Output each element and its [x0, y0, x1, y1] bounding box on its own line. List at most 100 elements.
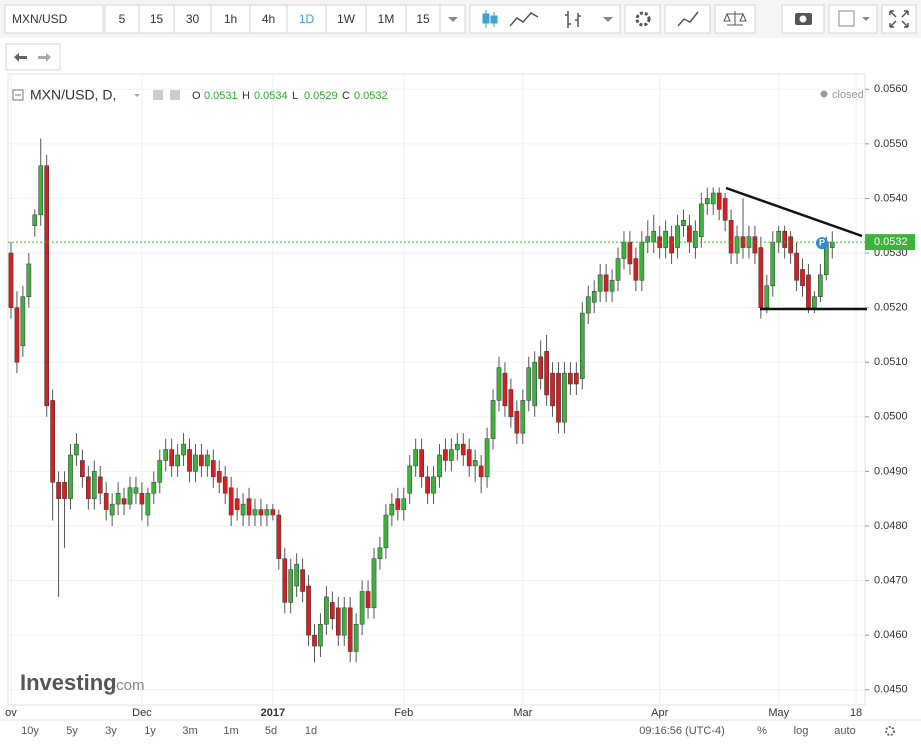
candle-body: [800, 269, 805, 287]
scale-option[interactable]: auto: [834, 725, 855, 737]
candle-body: [466, 449, 472, 467]
candle-body: [675, 225, 680, 248]
candle-body: [163, 449, 169, 461]
ohlc-value: 0.0532: [354, 90, 388, 102]
candle-body: [151, 482, 157, 494]
interval-button[interactable]: [405, 4, 441, 34]
candle-body: [710, 192, 716, 205]
candle-body: [246, 498, 252, 516]
candle-body: [74, 443, 79, 456]
range-button[interactable]: 1m: [223, 725, 238, 737]
candle-body: [574, 372, 579, 385]
interval-button[interactable]: [286, 4, 327, 34]
range-button[interactable]: 1y: [144, 725, 156, 737]
fullscreen-button[interactable]: [881, 4, 917, 34]
indicators-button[interactable]: [664, 4, 711, 34]
candle-body: [157, 460, 163, 483]
grid: [8, 74, 865, 705]
candle-body: [240, 503, 246, 516]
dropdown-arrow: [448, 17, 458, 22]
candle-body: [639, 241, 645, 281]
settings-icon[interactable]: [885, 726, 895, 736]
candle-body: [377, 547, 383, 559]
scale-option[interactable]: log: [794, 725, 809, 737]
candle-body: [222, 476, 228, 494]
candle-body: [270, 509, 276, 516]
dropdown-arrow: [862, 17, 870, 21]
candle-body: [205, 454, 210, 467]
range-button[interactable]: 5d: [265, 725, 277, 737]
candle-body: [627, 241, 633, 265]
candle-body: [44, 165, 50, 407]
candle-body: [419, 449, 424, 478]
range-button[interactable]: 1d: [305, 725, 317, 737]
candle-body: [86, 476, 91, 499]
candle-body: [693, 230, 698, 248]
candle-body: [324, 596, 329, 625]
interval-button[interactable]: [210, 4, 251, 34]
legend-icon: [153, 90, 163, 100]
x-axis: ov Dec 2017 Feb Mar Apr May 18: [5, 707, 862, 719]
interval-button[interactable]: [173, 4, 212, 34]
market-status: closed: [832, 89, 864, 101]
candle-body: [181, 443, 186, 456]
marker-badge[interactable]: [816, 237, 828, 250]
candle-body: [210, 460, 216, 478]
trend-line[interactable]: [725, 186, 863, 238]
candle-body: [532, 361, 538, 407]
settings-button[interactable]: [624, 4, 661, 34]
candle-body: [115, 492, 121, 505]
candle-body: [508, 389, 514, 418]
candle-body: [300, 569, 305, 592]
status-dot: [820, 90, 828, 98]
gear-icon: [635, 11, 651, 27]
candle-body: [330, 602, 335, 620]
candle-body: [752, 236, 758, 254]
y-tick-label: 0.0540: [874, 192, 908, 204]
y-tick-label: 0.0560: [874, 83, 908, 95]
candle-body: [431, 476, 436, 494]
candle-body: [407, 465, 413, 494]
range-button[interactable]: 3m: [182, 725, 197, 737]
y-tick-label: 0.0480: [874, 520, 908, 532]
ohlc-key: C: [342, 90, 350, 102]
scale-option[interactable]: %: [757, 725, 767, 737]
candle-body: [80, 460, 85, 478]
watermark-brand: Investing: [20, 670, 117, 695]
candle-body: [538, 356, 543, 379]
interval-button[interactable]: [325, 4, 367, 34]
chart-type-group[interactable]: [469, 4, 621, 34]
interval-label: 5: [119, 12, 126, 26]
candle-body: [413, 449, 419, 467]
interval-button[interactable]: [249, 4, 288, 34]
y-tick-label: 0.0460: [874, 629, 908, 641]
legend-menu[interactable]: [134, 94, 140, 97]
clock: 09:16:56 (UTC-4): [639, 725, 725, 737]
candle-body: [20, 296, 26, 347]
candle-body: [704, 198, 710, 205]
candle-body: [728, 220, 734, 254]
symbol-box[interactable]: [4, 4, 104, 34]
candle-body: [335, 607, 341, 636]
y-tick-label: 0.0500: [874, 411, 908, 423]
plot-area: [7, 73, 866, 706]
range-button[interactable]: 10y: [21, 725, 39, 737]
candle-body: [502, 372, 508, 407]
candle-body: [585, 296, 591, 314]
candle-body: [764, 285, 770, 308]
candle-body: [56, 482, 61, 499]
candle-body: [234, 498, 240, 510]
candle-body: [145, 492, 151, 516]
candle-body: [621, 241, 627, 259]
ohlc-value: 0.0531: [204, 90, 238, 102]
range-button[interactable]: 5y: [66, 725, 78, 737]
candle-body: [50, 400, 55, 483]
interval-button[interactable]: [365, 4, 407, 34]
watermark-suffix: .com: [112, 677, 145, 694]
range-button[interactable]: 3y: [105, 725, 117, 737]
candle-body: [484, 438, 490, 478]
x-tick-label: Mar: [513, 707, 532, 719]
candle-body: [556, 372, 561, 423]
candle-body: [26, 263, 32, 297]
candle-body: [758, 247, 764, 308]
